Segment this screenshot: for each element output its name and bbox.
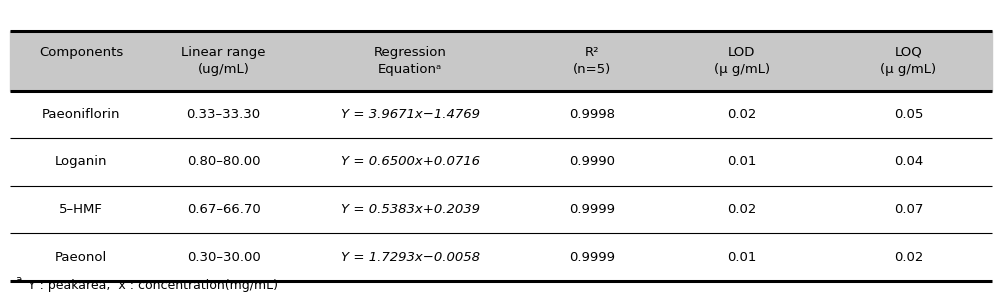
Text: 0.02: 0.02 [726, 108, 757, 121]
Text: 0.04: 0.04 [894, 155, 923, 169]
Text: Regression: Regression [374, 45, 447, 59]
Text: Equationᵃ: Equationᵃ [378, 63, 442, 76]
Text: 0.30–30.00: 0.30–30.00 [186, 251, 261, 264]
Text: 0.80–80.00: 0.80–80.00 [186, 155, 261, 169]
Text: LOQ: LOQ [895, 45, 923, 59]
Text: a: a [15, 275, 21, 285]
Text: R²: R² [584, 45, 599, 59]
Text: Y = 0.5383x+0.2039: Y = 0.5383x+0.2039 [341, 203, 480, 216]
Text: (ug/mL): (ug/mL) [197, 63, 249, 76]
Text: 0.67–66.70: 0.67–66.70 [186, 203, 261, 216]
Text: 0.02: 0.02 [894, 251, 923, 264]
Text: Components: Components [39, 45, 123, 59]
Text: 0.9998: 0.9998 [569, 108, 615, 121]
Text: Y = 1.7293x−0.0058: Y = 1.7293x−0.0058 [341, 251, 480, 264]
Text: Y : peakarea,  x : concentration(mg/mL): Y : peakarea, x : concentration(mg/mL) [28, 279, 279, 292]
Text: 0.33–33.30: 0.33–33.30 [186, 108, 261, 121]
Text: (μ g/mL): (μ g/mL) [881, 63, 937, 76]
Text: Y = 0.6500x+0.0716: Y = 0.6500x+0.0716 [341, 155, 480, 169]
Text: Y = 3.9671x−1.4769: Y = 3.9671x−1.4769 [341, 108, 480, 121]
Text: (n=5): (n=5) [573, 63, 611, 76]
Text: 5–HMF: 5–HMF [59, 203, 103, 216]
Text: 0.02: 0.02 [726, 203, 757, 216]
Text: Linear range: Linear range [181, 45, 266, 59]
Text: 0.07: 0.07 [894, 203, 923, 216]
Bar [10, 31, 992, 91]
Text: 0.01: 0.01 [726, 251, 757, 264]
Text: 0.9999: 0.9999 [569, 251, 615, 264]
Text: Loganin: Loganin [55, 155, 107, 169]
Text: 0.9990: 0.9990 [569, 155, 615, 169]
Text: (μ g/mL): (μ g/mL) [713, 63, 770, 76]
Text: Paeonol: Paeonol [55, 251, 107, 264]
Text: Paeoniflorin: Paeoniflorin [42, 108, 120, 121]
Text: 0.9999: 0.9999 [569, 203, 615, 216]
Text: LOD: LOD [727, 45, 756, 59]
Text: 0.01: 0.01 [726, 155, 757, 169]
Text: 0.05: 0.05 [894, 108, 923, 121]
